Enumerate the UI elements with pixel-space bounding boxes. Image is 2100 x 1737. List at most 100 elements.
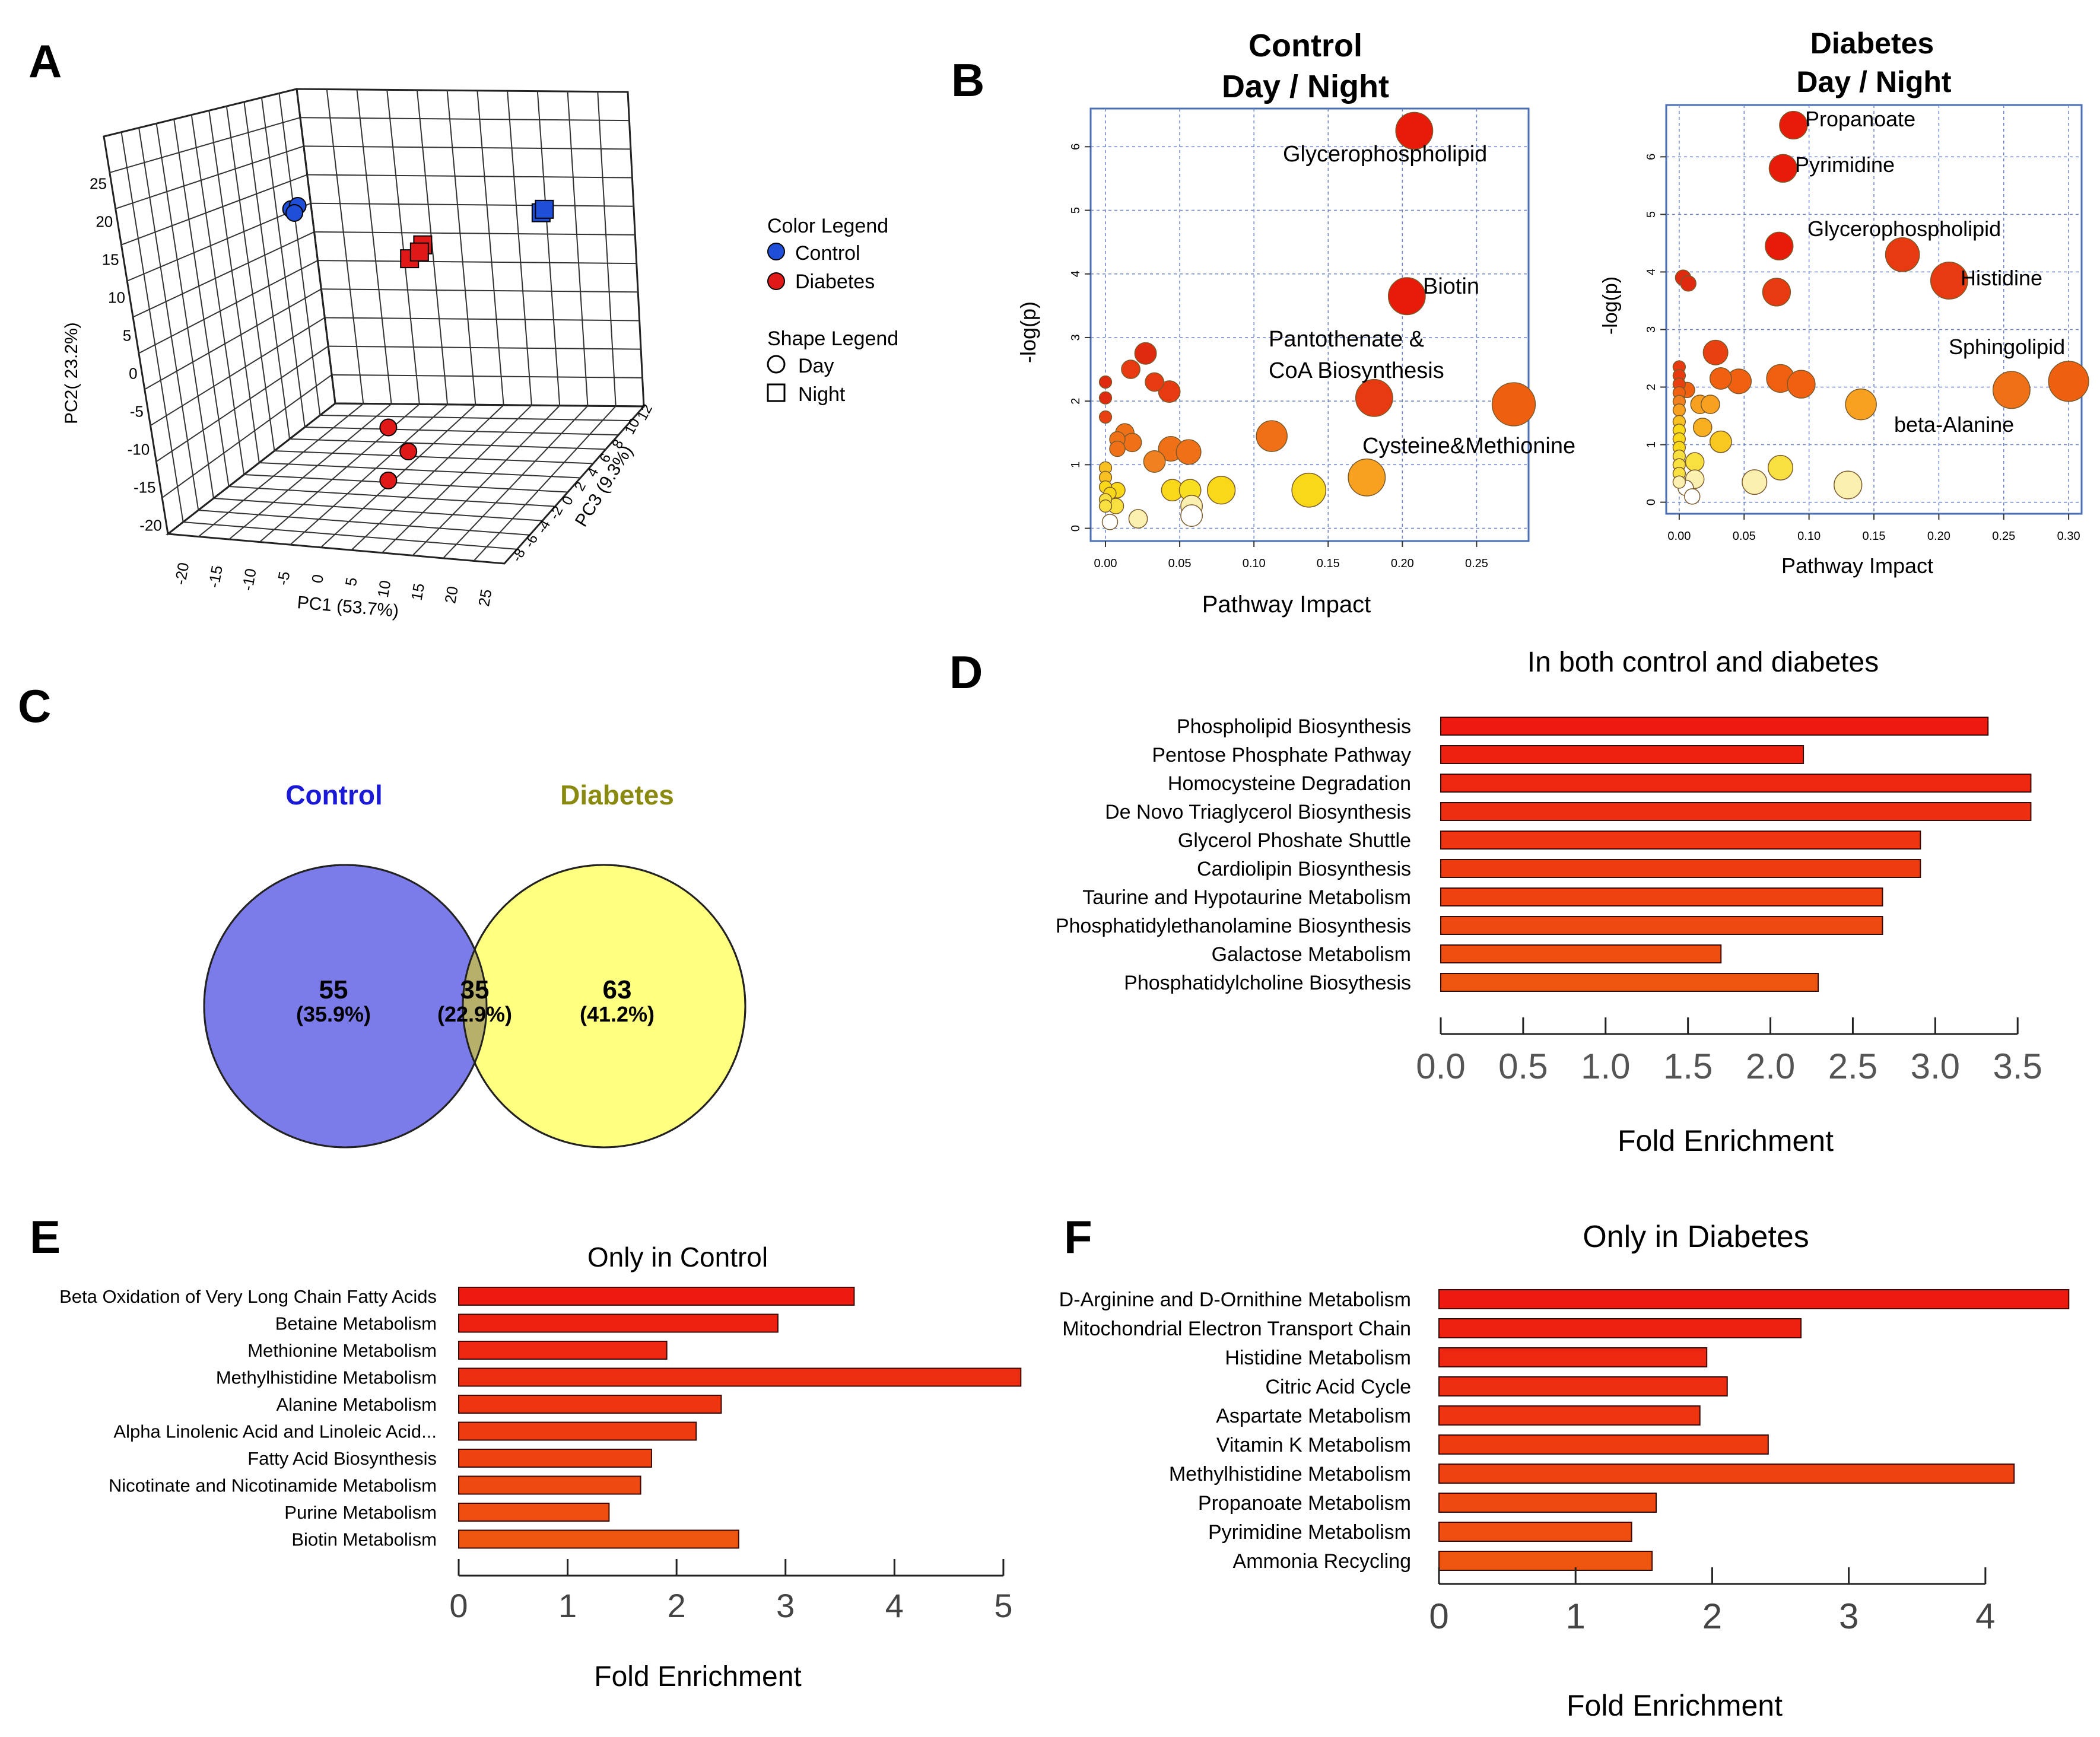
e-category-label: Alanine Metabolism	[276, 1394, 437, 1415]
f-bar	[1438, 1318, 1802, 1338]
d-category-label: Taurine and Hypotaurine Metabolism	[1082, 886, 1411, 909]
e-category-label: Methylhistidine Metabolism	[216, 1367, 437, 1388]
venn-control-count: 55	[319, 975, 348, 1004]
f-category-label: Aspartate Metabolism	[1216, 1405, 1411, 1427]
bleft-xtick-label: 0.05	[1168, 557, 1192, 570]
bleft-bubble	[1145, 372, 1164, 392]
bright-bubble	[1742, 469, 1768, 495]
bright-bubble	[1685, 452, 1705, 472]
legend-day-label: Day	[798, 355, 834, 377]
pca-floor-line	[304, 427, 619, 436]
e-bar	[458, 1287, 855, 1306]
d-xtick-label: 3.0	[1911, 1046, 1960, 1086]
bright-xtick-label: 0.10	[1797, 530, 1821, 543]
bright-xtick-label: 0.15	[1863, 530, 1886, 543]
d-category-label: Phospholipid Biosynthesis	[1177, 715, 1411, 738]
d-bar	[1440, 944, 1722, 963]
e-category-label: Nicotinate and Nicotinamide Metabolism	[109, 1475, 437, 1496]
pca-back-wall-line	[310, 202, 634, 207]
pca-left-wall-line	[155, 123, 214, 499]
e-bar	[458, 1503, 610, 1522]
legend-control-label: Control	[795, 242, 860, 265]
f-bar	[1438, 1376, 1728, 1396]
bright-ytick-label: 0	[1645, 499, 1658, 505]
bleft-bubble	[1491, 382, 1536, 427]
d-xtick-label: 0.0	[1416, 1046, 1465, 1086]
e-category-label: Fatty Acid Biosynthesis	[247, 1448, 437, 1469]
bleft-xtick-label: 0.10	[1243, 557, 1266, 570]
f-bar	[1438, 1493, 1657, 1513]
bleft-bubble	[1355, 378, 1393, 417]
f-category-label: Vitamin K Metabolism	[1216, 1434, 1411, 1456]
f-category-label: D-Arginine and D-Ornithine Metabolism	[1059, 1289, 1411, 1311]
venn-diagram: Control Diabetes 55 (35.9%) 35 (22.9%) 6…	[203, 780, 746, 1149]
bright-ytick-label: 1	[1645, 441, 1658, 448]
bleft-bubble	[1176, 439, 1202, 465]
e-bar	[458, 1475, 641, 1495]
pca-left-wall-line	[132, 231, 314, 318]
venn-control-outline	[203, 864, 488, 1149]
legend-night-label: Night	[798, 383, 846, 406]
pca-x-tick: -5	[274, 570, 294, 587]
f-category-label: Ammonia Recycling	[1233, 1550, 1411, 1573]
enrichment-control-only: Only in Control Beta Oxidation of Very L…	[59, 1242, 1022, 1693]
annotation-pantothenate-2: CoA Biosynthesis	[1269, 358, 1444, 383]
pca-x-tick: -15	[205, 564, 226, 589]
bleft-bubble	[1098, 499, 1113, 513]
bleft-bubble	[1098, 391, 1113, 405]
pca-back-wall-line	[326, 89, 364, 404]
d-category-label: Phosphatidylcholine Biosythesis	[1124, 972, 1411, 994]
f-bar	[1438, 1551, 1653, 1571]
bright-ytick-label: 3	[1645, 326, 1658, 333]
venn-diabetes-label: Diabetes	[560, 780, 674, 810]
pca-point-day	[399, 443, 418, 461]
f-category-label: Citric Acid Cycle	[1265, 1376, 1411, 1398]
pca-floor-line	[198, 510, 530, 536]
bright-bubble	[1762, 278, 1791, 307]
annotation-pantothenate-1: Pantothenate &	[1269, 327, 1424, 352]
pca-left-wall	[103, 88, 336, 536]
pca-point-night	[409, 242, 429, 262]
f-category-label: Mitochondrial Electron Transport Chain	[1062, 1318, 1411, 1340]
pca-left-wall-line	[138, 260, 318, 354]
e-category-label: Purine Metabolism	[284, 1502, 437, 1523]
pca-left-wall-line	[260, 97, 306, 428]
d-xtick-label: 1.5	[1663, 1046, 1713, 1086]
pca-floor-line	[228, 486, 555, 507]
pca-y-tick: -15	[134, 479, 156, 497]
pca-back-wall-line	[300, 117, 630, 122]
pca-left-wall-line	[155, 345, 329, 463]
bright-ytick-label: 5	[1645, 211, 1658, 218]
bleft-bubble	[1121, 360, 1140, 379]
e-category-label: Betaine Metabolism	[275, 1313, 437, 1334]
bleft-xtick-label: 0.20	[1391, 557, 1414, 570]
d-xtick-label: 0.5	[1498, 1046, 1548, 1086]
bright-bubble	[1767, 454, 1794, 481]
bleft-bubble	[1098, 410, 1113, 424]
bright-bubble	[1787, 370, 1816, 399]
pca-x-tick: 10	[374, 579, 395, 599]
pca-floor-line	[228, 403, 392, 540]
e-bar	[458, 1313, 779, 1333]
pca-back-wall-line	[314, 231, 636, 236]
bleft-xtick-label: 0.15	[1317, 557, 1340, 570]
pca-back-wall-line	[325, 317, 640, 322]
d-bar	[1440, 717, 1989, 736]
bleft-ytick-label: 6	[1069, 144, 1082, 150]
e-xtick-label: 2	[668, 1587, 686, 1624]
e-bar	[458, 1529, 739, 1549]
pca-back-wall-line	[317, 260, 637, 265]
pca-ylabel: PC2( 23.2%)	[62, 322, 81, 424]
pca-left-wall-line	[138, 128, 199, 511]
f-xtick-label: 1	[1566, 1596, 1586, 1636]
pca-back-wall-line	[321, 288, 638, 293]
pca-back-wall-line	[332, 374, 643, 378]
bleft-bubble	[1109, 440, 1126, 457]
bleft-bubble	[1256, 420, 1288, 452]
f-bar	[1438, 1405, 1701, 1426]
bleft-bubble	[1180, 504, 1203, 527]
panel-a-letter: A	[28, 35, 62, 87]
e-bar	[458, 1395, 722, 1414]
d-category-label: Homocysteine Degradation	[1168, 772, 1411, 795]
bright-ytick-label: 4	[1645, 269, 1658, 275]
